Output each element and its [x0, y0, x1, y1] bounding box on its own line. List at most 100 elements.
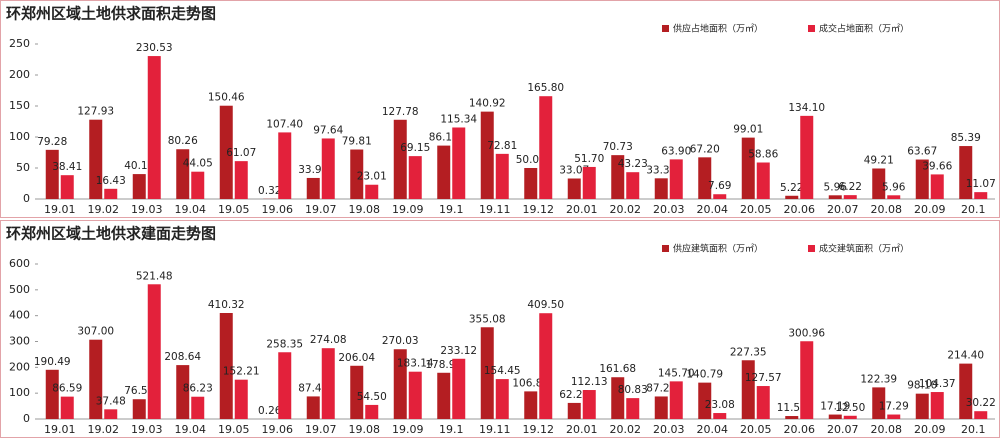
legend-label: 供应建筑面积（万㎡） — [673, 243, 763, 255]
bar — [350, 365, 364, 419]
x-tick-label: 20.04 — [697, 423, 729, 436]
bar — [930, 392, 944, 419]
value-label: 206.04 — [338, 352, 375, 364]
value-label: 49.21 — [864, 154, 894, 166]
bar — [452, 127, 466, 199]
value-label: 140.79 — [686, 369, 723, 381]
value-label: 521.48 — [136, 270, 173, 282]
bar — [756, 162, 770, 199]
bar — [669, 159, 683, 199]
legend-label: 供应占地面积（万㎡） — [673, 23, 763, 35]
value-label: 79.81 — [342, 136, 372, 148]
value-label: 307.00 — [77, 326, 114, 338]
value-label: 50.01 — [516, 154, 546, 166]
bar — [306, 177, 320, 199]
value-label: 112.13 — [571, 376, 608, 388]
bar — [234, 161, 248, 199]
value-label: 17.19 — [820, 401, 850, 413]
bar — [741, 360, 755, 419]
y-tick-label: 150 — [9, 99, 30, 112]
x-tick-label: 19.07 — [305, 423, 337, 436]
legend-swatch — [662, 25, 669, 32]
bar — [974, 192, 988, 199]
x-tick-label: 19.01 — [44, 423, 76, 436]
bar — [365, 404, 379, 419]
value-label: 5.96 — [882, 181, 906, 193]
bar — [567, 402, 581, 419]
value-label: 58.86 — [748, 149, 778, 161]
y-tick-label: 200 — [9, 360, 30, 373]
x-tick-label: 20.01 — [566, 423, 598, 436]
value-label: 62.25 — [559, 389, 589, 401]
bar — [800, 341, 814, 419]
x-tick-label: 19.03 — [131, 423, 163, 436]
value-label: 5.96 — [824, 181, 848, 193]
y-tick-label: 0 — [23, 192, 30, 205]
bar — [524, 167, 538, 199]
value-label: 39.66 — [922, 160, 952, 172]
bar — [219, 313, 233, 419]
x-tick-label: 19.1 — [439, 423, 464, 436]
bar — [393, 349, 407, 419]
bar — [959, 146, 973, 199]
value-label: 11.07 — [966, 178, 996, 190]
bar — [930, 174, 944, 199]
bar — [843, 195, 857, 199]
value-label: 51.70 — [574, 153, 604, 165]
x-tick-label: 19.02 — [88, 423, 120, 436]
bar — [321, 138, 335, 199]
bar — [915, 393, 929, 419]
value-label: 61.07 — [226, 147, 256, 159]
x-tick-label: 20.08 — [871, 423, 903, 436]
value-label: 183.14 — [397, 358, 434, 370]
bar — [785, 195, 799, 199]
bar — [785, 416, 799, 419]
y-tick-label: 600 — [9, 257, 30, 270]
value-label: 0.26 — [258, 405, 282, 417]
x-tick-label: 19.08 — [349, 203, 381, 216]
value-label: 0.32 — [258, 185, 281, 197]
value-label: 11.50 — [777, 402, 807, 414]
value-label: 87.40 — [298, 382, 328, 394]
bar — [60, 396, 74, 419]
bar — [698, 157, 712, 199]
bar — [539, 96, 553, 199]
value-label: 16.43 — [96, 175, 126, 187]
value-label: 23.01 — [357, 171, 387, 183]
chart-title: 环郑州区域土地供求面积走势图 — [6, 5, 216, 23]
value-label: 63.90 — [661, 145, 691, 157]
x-tick-label: 20.08 — [871, 203, 903, 216]
value-label: 214.40 — [947, 350, 984, 362]
value-label: 87.24 — [646, 382, 676, 394]
x-tick-label: 20.05 — [740, 203, 772, 216]
bar — [611, 377, 625, 419]
bar — [741, 137, 755, 199]
value-label: 122.39 — [860, 373, 897, 385]
bar — [452, 358, 466, 419]
bar — [480, 111, 494, 199]
x-tick-label: 19.06 — [262, 423, 294, 436]
value-label: 54.50 — [357, 391, 387, 403]
value-label: 409.50 — [527, 299, 564, 311]
value-label: 63.67 — [907, 146, 937, 158]
bar — [278, 352, 292, 419]
legend-swatch — [662, 245, 669, 252]
value-label: 30.22 — [966, 397, 996, 409]
bar — [698, 382, 712, 419]
x-tick-label: 20.03 — [653, 423, 685, 436]
bar — [176, 149, 190, 199]
value-label: 43.23 — [618, 158, 648, 170]
bar — [132, 399, 146, 419]
bar — [756, 386, 770, 419]
value-label: 227.35 — [730, 346, 767, 358]
bar — [828, 414, 842, 419]
bar — [872, 168, 886, 199]
value-label: 6.22 — [839, 181, 862, 193]
legend-swatch — [808, 245, 815, 252]
value-label: 233.12 — [440, 345, 477, 357]
value-label: 70.73 — [603, 141, 633, 153]
bar — [191, 396, 205, 419]
value-label: 258.35 — [266, 338, 303, 350]
x-tick-label: 19.04 — [175, 203, 207, 216]
